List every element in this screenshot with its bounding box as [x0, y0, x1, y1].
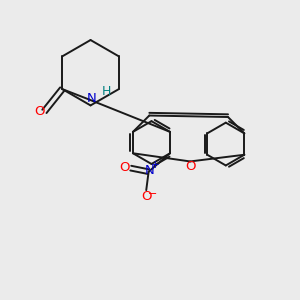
Text: +: +	[151, 160, 160, 170]
Text: N: N	[86, 92, 96, 105]
Text: O: O	[34, 106, 44, 118]
Text: N: N	[144, 164, 154, 177]
Text: O: O	[120, 161, 130, 174]
Text: O: O	[185, 160, 195, 173]
Text: −: −	[148, 189, 158, 199]
Text: O: O	[141, 190, 152, 202]
Text: H: H	[101, 85, 111, 98]
